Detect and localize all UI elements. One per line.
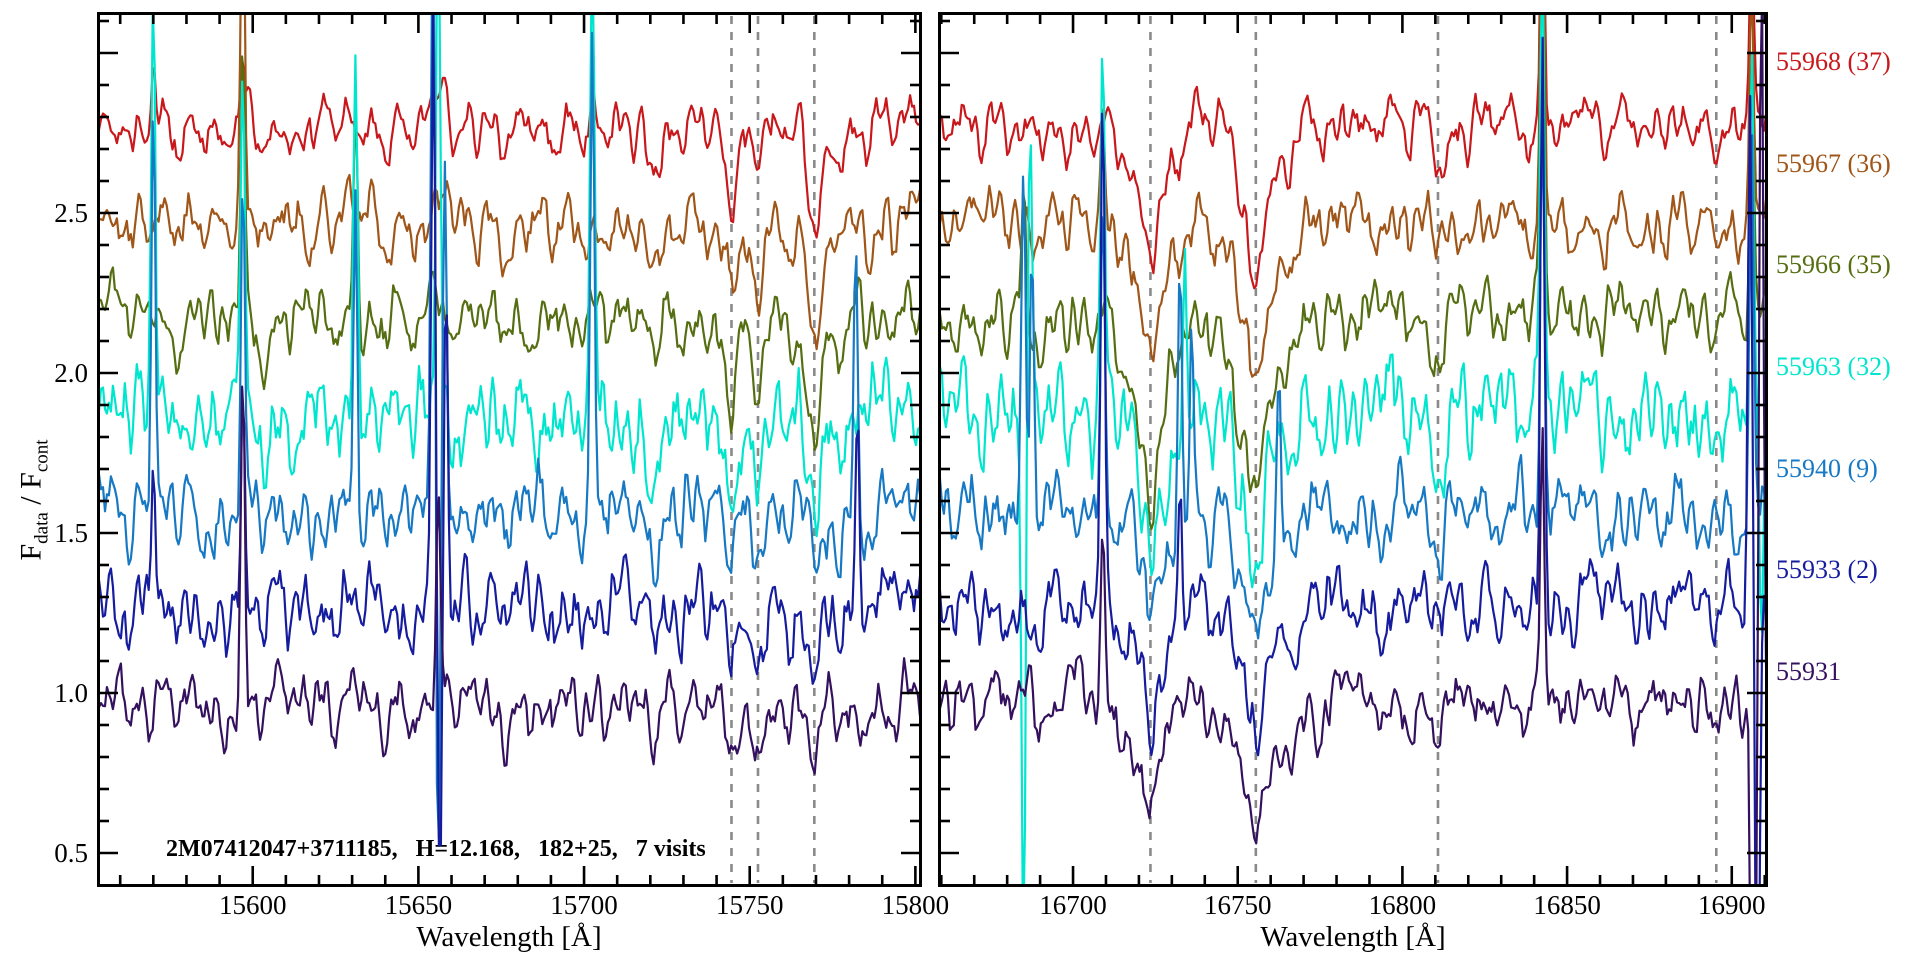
x-tick-label: 15800 — [881, 890, 950, 920]
spectrum-55968 — [100, 57, 919, 239]
y-tick-label: 0.5 — [54, 838, 88, 868]
x-tick-label: 16700 — [1039, 890, 1107, 920]
visit-label-55963: 55963 (32) — [1776, 352, 1891, 381]
y-axis-label-sub-cont: cont — [31, 439, 53, 473]
axis-ticks — [939, 15, 1767, 884]
x-tick-label: 15700 — [550, 890, 618, 920]
x-tick-label: 16850 — [1533, 890, 1601, 920]
x-tick-label: 15600 — [218, 890, 287, 920]
axis-box — [97, 12, 922, 887]
spectrum-55963 — [941, 15, 1765, 884]
spectrum-55967 — [100, 15, 919, 351]
y-axis-label-divider: / F — [14, 472, 48, 513]
visit-label-55966: 55966 (35) — [1776, 250, 1891, 279]
left-panel-plot — [97, 12, 922, 887]
spectrum-55968 — [941, 15, 1765, 290]
x-tick-label: 15650 — [384, 890, 453, 920]
y-tick-label: 2.0 — [54, 358, 88, 388]
visit-label-55931: 55931 — [1776, 657, 1841, 686]
spectrum-55940 — [941, 110, 1765, 640]
spectrum-55966 — [941, 15, 1765, 531]
x-tick-label: 15750 — [715, 890, 784, 920]
target-annotation: 2M07412047+3711185, H=12.168, 182+25, 7 … — [166, 836, 706, 862]
visit-label-55933: 55933 (2) — [1776, 555, 1878, 584]
right-panel-plot — [938, 12, 1768, 887]
x-tick-label: 16750 — [1203, 890, 1272, 920]
spectrum-55967 — [941, 15, 1765, 378]
spectrum-55933 — [100, 15, 919, 848]
y-tick-label: 1.0 — [54, 678, 88, 708]
visit-label-55940: 55940 (9) — [1776, 454, 1878, 483]
x-tick-label: 16900 — [1698, 890, 1766, 920]
axis-ticks — [100, 15, 919, 884]
x-axis-label-right-panel: Wavelength [Å] — [1260, 921, 1446, 953]
spectrum-55963 — [100, 15, 919, 538]
x-tick-label: 16800 — [1368, 890, 1437, 920]
spectra-group — [941, 15, 1765, 884]
spectrum-55931 — [100, 385, 919, 775]
spectrum-55933 — [941, 36, 1765, 884]
y-tick-label: 2.5 — [54, 198, 88, 228]
spectra-group — [100, 15, 919, 848]
spectrum-55940 — [100, 15, 919, 840]
visit-label-55968: 55968 (37) — [1776, 47, 1891, 76]
visit-label-55967: 55967 (36) — [1776, 149, 1891, 178]
spectrum-55966 — [100, 55, 919, 452]
spectrum-55931 — [941, 15, 1765, 884]
x-axis-label-left-panel: Wavelength [Å] — [416, 921, 602, 953]
y-tick-label: 1.5 — [54, 518, 88, 548]
axis-box — [938, 12, 1768, 887]
